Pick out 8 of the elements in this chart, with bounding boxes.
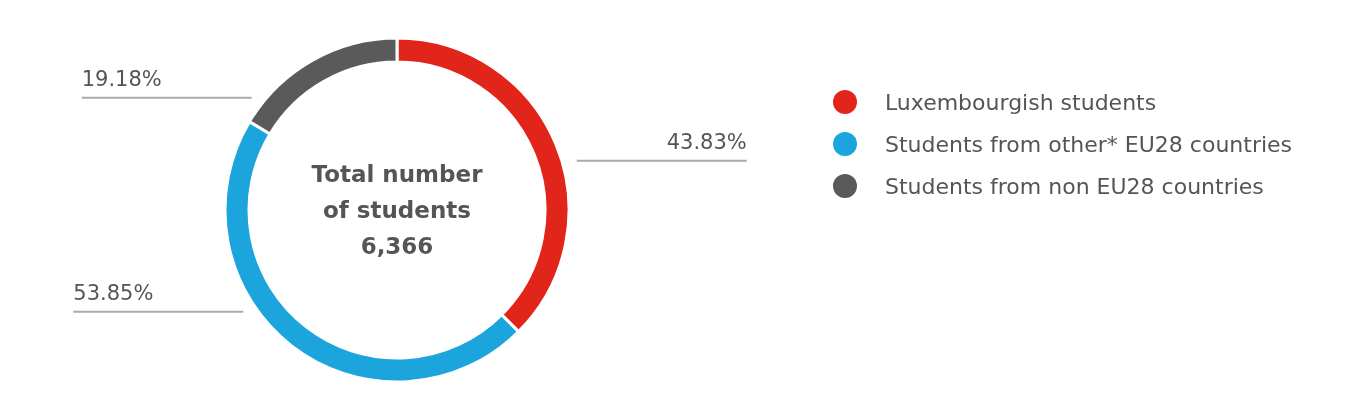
legend-label: Luxembourgish students [885, 90, 1157, 115]
data-label: 43.83% [666, 129, 747, 154]
text: Total number of students [311, 161, 484, 223]
text: 6,366 [360, 233, 434, 259]
legend-label: Students from non EU28 countries [885, 174, 1264, 199]
data-label: 19.18% [81, 66, 162, 91]
data-label: 53.85% [73, 280, 154, 305]
legend-label: Students from other* EU28 countries [885, 132, 1293, 157]
